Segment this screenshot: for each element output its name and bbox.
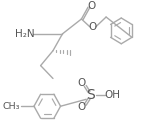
Text: CH₃: CH₃ [2, 102, 20, 111]
Text: OH: OH [105, 90, 121, 100]
Text: O: O [89, 22, 97, 32]
Text: S: S [87, 88, 95, 102]
Text: O: O [77, 78, 86, 88]
Text: H₂N: H₂N [15, 29, 34, 39]
Text: O: O [88, 1, 96, 11]
Text: O: O [77, 102, 86, 112]
